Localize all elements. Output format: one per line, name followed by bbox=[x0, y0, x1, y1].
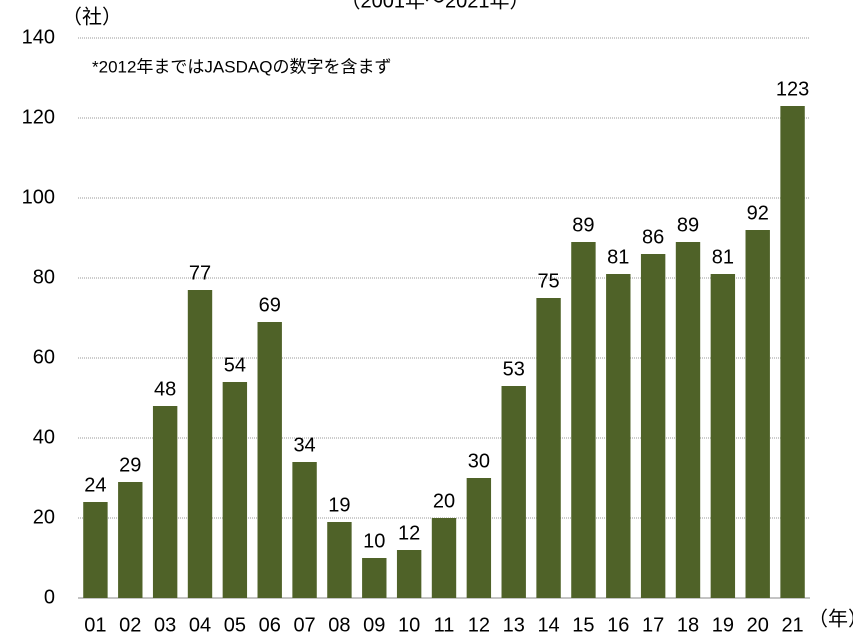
data-label: 48 bbox=[154, 378, 176, 400]
x-tick-label: 16 bbox=[607, 614, 629, 636]
x-tick-label: 18 bbox=[677, 614, 699, 636]
x-tick-label: 21 bbox=[781, 614, 803, 636]
data-label: 123 bbox=[776, 78, 809, 100]
bar bbox=[431, 518, 457, 598]
bar bbox=[780, 106, 805, 598]
x-tick-label: 04 bbox=[189, 614, 211, 636]
bar bbox=[466, 478, 492, 598]
data-label: 53 bbox=[503, 358, 525, 380]
y-axis-label: （社） bbox=[62, 5, 122, 28]
data-label: 54 bbox=[224, 354, 246, 376]
data-label: 86 bbox=[642, 226, 664, 248]
data-label: 69 bbox=[259, 294, 281, 316]
x-tick-label: 20 bbox=[747, 614, 769, 636]
data-label: 81 bbox=[607, 246, 629, 268]
bar bbox=[675, 242, 701, 598]
x-tick-label: 19 bbox=[712, 614, 734, 636]
bar bbox=[257, 322, 282, 598]
data-label: 24 bbox=[84, 474, 106, 496]
data-label: 75 bbox=[537, 270, 559, 292]
x-tick-label: 11 bbox=[434, 614, 455, 636]
y-tick-label: 60 bbox=[33, 346, 55, 368]
annotation: *2012年まではJASDAQの数字を含まず bbox=[92, 57, 391, 76]
y-tick-label: 20 bbox=[33, 506, 55, 528]
x-tick-label: 07 bbox=[293, 614, 315, 636]
data-label: 10 bbox=[363, 530, 385, 552]
bar bbox=[83, 502, 108, 598]
data-label: 29 bbox=[119, 454, 141, 476]
chart-subtitle: （2001年～2021年） bbox=[341, 0, 530, 12]
y-tick-label: 80 bbox=[33, 266, 55, 288]
bar bbox=[745, 230, 770, 598]
y-tick-label: 140 bbox=[22, 26, 55, 48]
x-tick-label: 12 bbox=[468, 614, 490, 636]
data-label: 19 bbox=[328, 494, 350, 516]
data-label: 81 bbox=[712, 246, 734, 268]
bar bbox=[396, 550, 422, 598]
bar bbox=[222, 382, 248, 598]
bar bbox=[640, 254, 666, 598]
x-tick-label: 14 bbox=[537, 614, 559, 636]
data-label: 92 bbox=[747, 202, 769, 224]
bar bbox=[118, 482, 143, 598]
x-tick-label: 09 bbox=[363, 614, 385, 636]
data-label: 12 bbox=[398, 522, 420, 544]
bar bbox=[710, 274, 736, 598]
x-tick-label: 03 bbox=[154, 614, 176, 636]
bar bbox=[362, 558, 387, 598]
y-tick-label: 120 bbox=[22, 106, 55, 128]
bar bbox=[292, 462, 317, 598]
x-tick-label: 17 bbox=[642, 614, 664, 636]
y-tick-label: 100 bbox=[22, 186, 55, 208]
data-label: 30 bbox=[468, 450, 490, 472]
y-tick-label: 0 bbox=[44, 586, 55, 608]
data-label: 34 bbox=[293, 434, 315, 456]
data-label: 89 bbox=[677, 214, 699, 236]
bar bbox=[606, 274, 631, 598]
x-tick-label: 06 bbox=[259, 614, 281, 636]
x-tick-label: 08 bbox=[328, 614, 350, 636]
data-label: 77 bbox=[189, 262, 211, 284]
bar bbox=[501, 386, 526, 598]
x-axis-label: （年） bbox=[808, 607, 853, 630]
bar bbox=[152, 406, 178, 598]
bar bbox=[187, 290, 213, 598]
x-tick-label: 05 bbox=[224, 614, 246, 636]
data-label: 20 bbox=[433, 490, 455, 512]
x-tick-label: 15 bbox=[572, 614, 594, 636]
data-label: 89 bbox=[572, 214, 594, 236]
y-tick-label: 40 bbox=[33, 426, 55, 448]
x-tick-label: 13 bbox=[503, 614, 525, 636]
x-tick-label: 10 bbox=[398, 614, 420, 636]
bar bbox=[327, 522, 352, 598]
bar bbox=[536, 298, 561, 598]
x-tick-label: 01 bbox=[84, 614, 106, 636]
bar bbox=[571, 242, 596, 598]
x-tick-label: 02 bbox=[119, 614, 141, 636]
